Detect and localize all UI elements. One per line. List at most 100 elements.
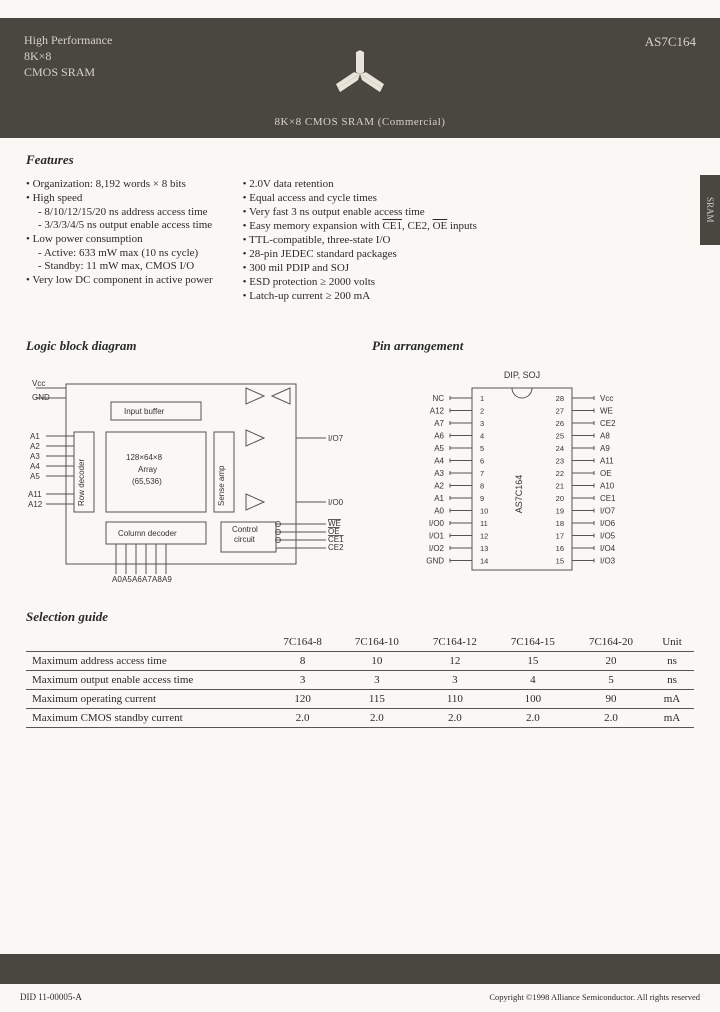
svg-text:Vcc: Vcc bbox=[32, 379, 45, 388]
svg-text:NC: NC bbox=[432, 394, 444, 403]
svg-text:A8: A8 bbox=[600, 432, 610, 441]
selection-heading: Selection guide bbox=[26, 609, 694, 625]
feat: Easy memory expansion with CE1, CE2, OE … bbox=[243, 220, 477, 232]
svg-text:A10: A10 bbox=[600, 482, 615, 491]
part-number: AS7C164 bbox=[645, 32, 696, 50]
svg-text:15: 15 bbox=[556, 557, 564, 566]
svg-text:I/O0: I/O0 bbox=[328, 498, 344, 507]
svg-text:I/O2: I/O2 bbox=[429, 544, 445, 553]
table-header: 7C164-8 7C164-10 7C164-12 7C164-15 7C164… bbox=[26, 633, 694, 652]
svg-text:26: 26 bbox=[556, 419, 564, 428]
svg-text:CE2: CE2 bbox=[600, 419, 616, 428]
header-subtitle: 8K×8 CMOS SRAM (Commercial) bbox=[275, 116, 446, 128]
svg-text:GND: GND bbox=[32, 393, 50, 402]
svg-text:5: 5 bbox=[480, 444, 484, 453]
feat: 28-pin JEDEC standard packages bbox=[243, 248, 477, 260]
col bbox=[26, 633, 267, 652]
svg-text:(65,536): (65,536) bbox=[132, 477, 162, 486]
svg-text:A2: A2 bbox=[30, 442, 40, 451]
svg-text:24: 24 bbox=[556, 444, 564, 453]
selection-guide: Selection guide 7C164-8 7C164-10 7C164-1… bbox=[26, 609, 694, 728]
svg-text:8: 8 bbox=[480, 482, 484, 491]
svg-text:9: 9 bbox=[480, 494, 484, 503]
svg-text:I/O1: I/O1 bbox=[429, 532, 445, 541]
side-tab: SRAM bbox=[700, 175, 720, 245]
svg-text:28: 28 bbox=[556, 394, 564, 403]
svg-text:A0: A0 bbox=[112, 575, 122, 584]
table-row: Maximum address access time 8 10 12 15 2… bbox=[26, 652, 694, 671]
svg-text:I/O7: I/O7 bbox=[600, 507, 616, 516]
svg-text:Column decoder: Column decoder bbox=[118, 529, 177, 538]
feat: 8/10/12/15/20 ns address access time bbox=[38, 206, 213, 218]
svg-text:DIP, SOJ: DIP, SOJ bbox=[504, 370, 540, 380]
svg-text:A5: A5 bbox=[434, 444, 444, 453]
feat: TTL-compatible, three-state I/O bbox=[243, 234, 477, 246]
svg-text:Control: Control bbox=[232, 525, 258, 534]
col: 7C164-12 bbox=[416, 633, 494, 652]
svg-text:WE: WE bbox=[600, 407, 613, 416]
svg-text:A4: A4 bbox=[434, 457, 444, 466]
svg-text:A1: A1 bbox=[30, 432, 40, 441]
svg-text:A7: A7 bbox=[142, 575, 152, 584]
content: Features Organization: 8,192 words × 8 b… bbox=[20, 138, 700, 728]
svg-text:12: 12 bbox=[480, 532, 488, 541]
features-block: Organization: 8,192 words × 8 bits High … bbox=[26, 176, 694, 304]
feat: Latch-up current ≥ 200 mA bbox=[243, 290, 477, 302]
header-band: High Performance 8K×8 CMOS SRAM AS7C164 … bbox=[0, 18, 720, 138]
features-right: 2.0V data retention Equal access and cyc… bbox=[243, 176, 477, 304]
svg-text:I/O7: I/O7 bbox=[328, 434, 344, 443]
svg-text:I/O4: I/O4 bbox=[600, 544, 616, 553]
header-l1: High Performance bbox=[24, 32, 112, 48]
logic-diagram-col: Logic block diagram bbox=[26, 338, 348, 587]
svg-text:Input buffer: Input buffer bbox=[124, 407, 165, 416]
header-l2: 8K×8 bbox=[24, 48, 112, 64]
svg-text:I/O3: I/O3 bbox=[600, 557, 616, 566]
svg-text:Sense amp: Sense amp bbox=[217, 465, 226, 506]
footer-right: Copyright ©1998 Alliance Semiconductor. … bbox=[489, 992, 700, 1002]
features-heading: Features bbox=[26, 152, 694, 168]
diagrams-row: Logic block diagram bbox=[26, 338, 694, 587]
feat: ESD protection ≥ 2000 volts bbox=[243, 276, 477, 288]
svg-text:A5: A5 bbox=[30, 472, 40, 481]
selection-table: 7C164-8 7C164-10 7C164-12 7C164-15 7C164… bbox=[26, 633, 694, 728]
svg-text:GND: GND bbox=[426, 557, 444, 566]
svg-text:A9: A9 bbox=[162, 575, 172, 584]
svg-text:22: 22 bbox=[556, 469, 564, 478]
svg-text:14: 14 bbox=[480, 557, 488, 566]
svg-text:A0: A0 bbox=[434, 507, 444, 516]
feat: High speed bbox=[26, 192, 213, 204]
svg-text:CE2: CE2 bbox=[328, 543, 344, 552]
feat: 300 mil PDIP and SOJ bbox=[243, 262, 477, 274]
svg-text:13: 13 bbox=[480, 544, 488, 553]
feat: Very low DC component in active power bbox=[26, 274, 213, 286]
svg-text:4: 4 bbox=[480, 432, 484, 441]
svg-text:I/O0: I/O0 bbox=[429, 519, 445, 528]
svg-text:A6: A6 bbox=[434, 432, 444, 441]
col: 7C164-20 bbox=[572, 633, 650, 652]
table-row: Maximum CMOS standby current 2.0 2.0 2.0… bbox=[26, 709, 694, 728]
svg-text:6: 6 bbox=[480, 457, 484, 466]
feat: Active: 633 mW max (10 ns cycle) bbox=[38, 247, 213, 259]
svg-text:Array: Array bbox=[138, 465, 157, 474]
feat: Equal access and cycle times bbox=[243, 192, 477, 204]
col: 7C164-15 bbox=[494, 633, 572, 652]
feat: 3/3/3/4/5 ns output enable access time bbox=[38, 219, 213, 231]
svg-text:27: 27 bbox=[556, 407, 564, 416]
feat: Very fast 3 ns output enable access time bbox=[243, 206, 477, 218]
pin-diagram-col: Pin arrangement DIP, SOJ AS7C164 NC1A122… bbox=[372, 338, 694, 587]
header-left: High Performance 8K×8 CMOS SRAM bbox=[24, 32, 112, 81]
svg-text:A4: A4 bbox=[30, 462, 40, 471]
feat: 2.0V data retention bbox=[243, 178, 477, 190]
svg-text:25: 25 bbox=[556, 432, 564, 441]
feat: Organization: 8,192 words × 8 bits bbox=[26, 178, 213, 190]
svg-text:7: 7 bbox=[480, 469, 484, 478]
svg-text:A3: A3 bbox=[434, 469, 444, 478]
svg-text:A8: A8 bbox=[152, 575, 162, 584]
svg-text:A6: A6 bbox=[132, 575, 142, 584]
svg-text:OE: OE bbox=[600, 469, 612, 478]
svg-text:Vcc: Vcc bbox=[600, 394, 613, 403]
svg-text:10: 10 bbox=[480, 507, 488, 516]
svg-text:A11: A11 bbox=[600, 457, 614, 466]
svg-text:2: 2 bbox=[480, 407, 484, 416]
svg-text:A12: A12 bbox=[430, 407, 445, 416]
